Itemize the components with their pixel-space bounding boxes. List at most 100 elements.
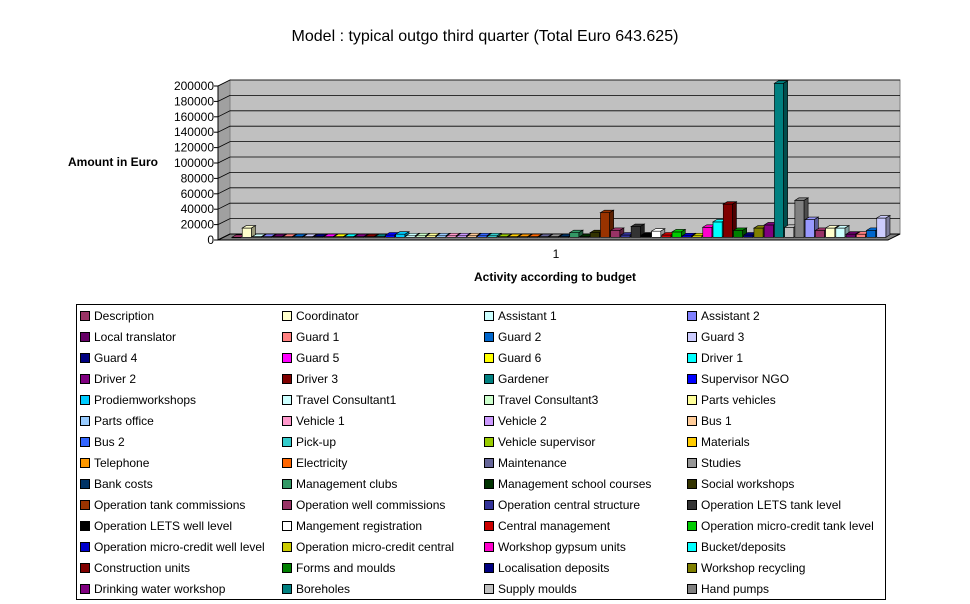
legend-item: Operation central structure [484,498,640,512]
legend-label: Travel Consultant3 [498,393,599,407]
y-tick-label: 140000 [174,125,214,139]
legend-swatch [484,310,494,321]
gridline [217,125,900,133]
legend-item: Operation well commissions [282,498,445,512]
y-tick-label: 60000 [181,187,215,201]
legend-swatch [687,394,697,405]
legend-label: Operation well commissions [296,498,446,512]
legend-label: Prodiemworkshops [94,393,197,407]
legend-item: Operation LETS well level [80,519,232,533]
legend-item: Operation micro-credit tank level [687,519,874,533]
legend-item: Supervisor NGO [687,372,789,386]
legend-swatch [282,541,292,552]
legend-swatch [484,520,494,531]
legend-label: Coordinator [296,309,359,323]
bar-front [845,233,856,238]
legend-item: Driver 3 [282,372,338,386]
legend-label: Forms and moulds [296,561,396,575]
bar-front [855,233,866,238]
bar-front [722,203,733,238]
legend-swatch [484,373,494,384]
legend-label: Central management [498,519,611,533]
bar-front [835,227,846,238]
bar [353,233,370,238]
legend-label: Guard 2 [498,330,542,344]
legend-item: Mangement registration [282,519,422,533]
legend-swatch [484,331,494,342]
bar-front [241,227,252,238]
legend-swatch [687,331,697,342]
legend-label: Operation micro-credit central [296,540,455,554]
legend-swatch [282,331,292,342]
legend-item: Assistant 2 [687,309,760,323]
legend-swatch [687,352,697,363]
legend-label: Travel Consultant1 [296,393,397,407]
legend-item: Drinking water workshop [80,582,225,596]
legend-label: Guard 3 [701,330,745,344]
bar-front [876,217,887,238]
legend-swatch [80,520,90,531]
legend-label: Operation micro-credit tank level [701,519,874,533]
legend-swatch [282,352,292,363]
legend-item: Construction units [80,561,190,575]
bar-front [620,234,631,238]
legend-item: Supply moulds [484,582,577,596]
legend-item: Local translator [80,330,176,344]
legend-swatch [282,562,292,573]
bar-front [743,234,754,238]
legend-label: Guard 5 [296,351,340,365]
legend: Description Coordinator Assistant 1 Assista… [76,304,886,600]
legend-swatch [80,478,90,489]
legend-item: Forms and moulds [282,561,395,575]
legend-item: Workshop recycling [687,561,805,575]
legend-label: Materials [701,435,750,449]
legend-swatch [484,562,494,573]
legend-label: Gardener [498,372,549,386]
bar-side [885,215,891,238]
legend-item: Operation micro-credit central [282,540,454,554]
gridline [217,171,900,179]
legend-label: Maintenance [498,456,567,470]
bar-front [651,230,662,238]
legend-label: Studies [701,456,742,470]
legend-item: Operation LETS tank level [687,498,841,512]
gridline [217,95,900,102]
legend-swatch [687,415,697,426]
legend-swatch [282,457,292,468]
legend-swatch [282,583,292,594]
legend-item: Guard 4 [80,351,137,365]
bar-front [661,234,672,238]
legend-label: Assistant 1 [498,309,557,323]
gridline [217,202,900,210]
legend-label: Operation LETS well level [94,519,233,533]
legend-swatch [484,541,494,552]
legend-label: Workshop gypsum units [498,540,626,554]
legend-swatch [484,415,494,426]
legend-swatch [484,352,494,363]
bar-front [569,232,580,238]
legend-swatch [687,436,697,447]
legend-label: Driver 3 [296,372,339,386]
legend-item: Assistant 1 [484,309,557,323]
bar-front [753,227,764,238]
bar [875,215,892,238]
y-tick-label: 100000 [174,156,214,170]
legend-label: Drinking water workshop [94,582,226,596]
legend-label: Operation micro-credit well level [94,540,265,554]
legend-label: Vehicle 2 [498,414,547,428]
legend-item: Prodiemworkshops [80,393,196,407]
legend-label: Construction units [94,561,191,575]
gridline [217,187,900,195]
legend-item: Guard 2 [484,330,541,344]
legend-item: Studies [687,456,741,470]
legend-swatch [687,310,697,321]
legend-swatch [80,331,90,342]
bar-front [774,83,784,238]
y-tick-label: 0 [207,233,214,247]
bar-front [641,234,651,238]
legend-label: Telephone [94,456,150,470]
bar-front [825,227,836,238]
legend-swatch [80,583,90,594]
legend-item: Bus 2 [80,435,125,449]
bar-front [804,219,815,238]
